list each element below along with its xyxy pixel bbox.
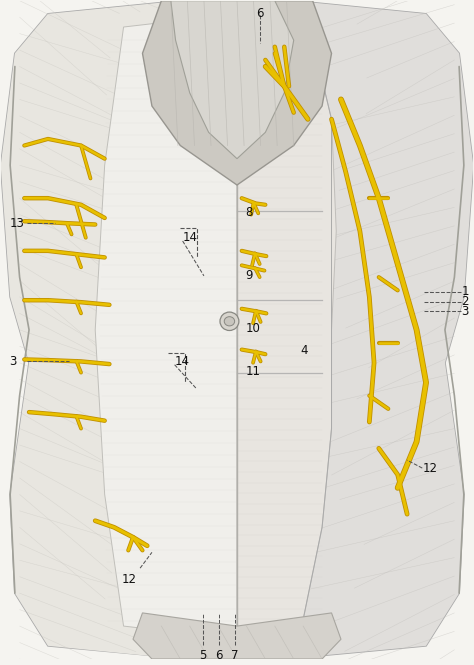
Ellipse shape: [220, 312, 239, 331]
Text: 2: 2: [462, 295, 469, 308]
Text: 1: 1: [462, 285, 469, 298]
Polygon shape: [133, 613, 341, 659]
Polygon shape: [0, 1, 237, 659]
Text: 12: 12: [422, 462, 437, 475]
Text: 14: 14: [174, 355, 190, 368]
Text: 9: 9: [246, 269, 253, 283]
Text: 13: 13: [9, 217, 24, 229]
Polygon shape: [95, 14, 237, 639]
Polygon shape: [171, 1, 294, 159]
Text: 5: 5: [199, 649, 207, 662]
Text: 3: 3: [9, 355, 17, 368]
Text: 6: 6: [215, 649, 223, 662]
Text: 8: 8: [246, 206, 253, 219]
Text: 12: 12: [122, 573, 137, 587]
Polygon shape: [237, 1, 474, 659]
Text: 4: 4: [301, 344, 308, 357]
Text: 10: 10: [246, 322, 260, 335]
Text: 3: 3: [462, 305, 469, 318]
Text: 11: 11: [246, 365, 261, 378]
Polygon shape: [143, 1, 331, 185]
Ellipse shape: [224, 317, 235, 326]
Polygon shape: [237, 27, 336, 639]
Text: 6: 6: [256, 7, 264, 20]
Text: 14: 14: [182, 231, 198, 244]
Text: 7: 7: [231, 649, 239, 662]
